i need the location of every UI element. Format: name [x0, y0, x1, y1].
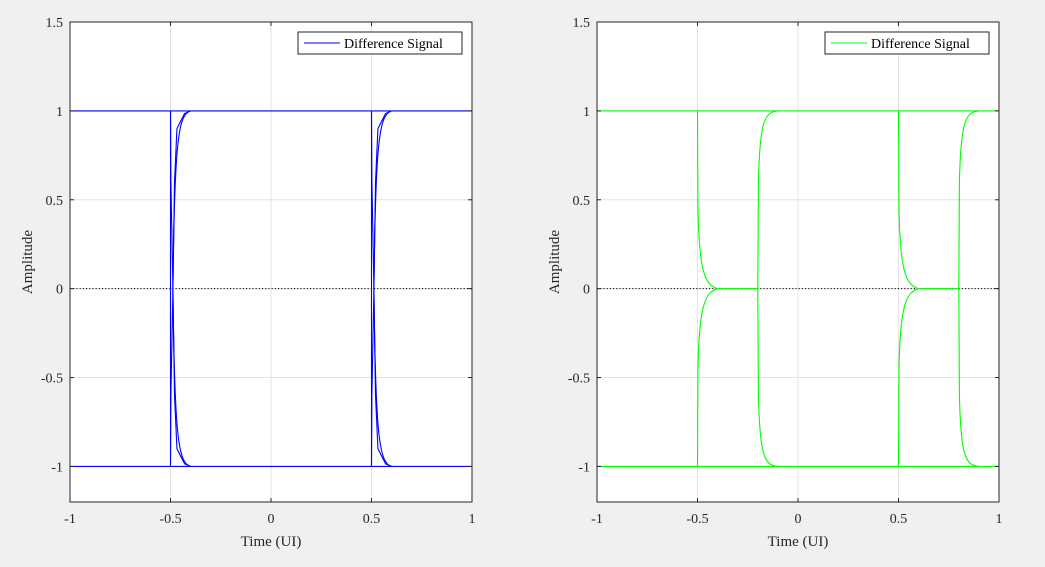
legend-box: [297, 31, 463, 55]
x-axis-label: Time (UI): [768, 534, 829, 550]
y-tick-label: 0.5: [46, 194, 64, 209]
x-tick-label: -0.5: [686, 512, 708, 527]
y-tick-label: 0.5: [573, 194, 591, 209]
transition-curve: [370, 110, 392, 467]
y-axis-label: Amplitude: [547, 230, 563, 295]
transition-curve-out: [958, 110, 979, 289]
legend-label: Difference Signal: [344, 37, 443, 52]
transition-curve-out: [757, 110, 778, 289]
transition-curve-in: [897, 110, 919, 290]
transition-curve: [169, 110, 191, 467]
y-tick-label: -1: [51, 460, 63, 475]
y-tick-label: -1: [578, 460, 590, 475]
transition-curve: [370, 110, 392, 467]
legend-box: [824, 31, 990, 55]
chart-left: -1 -0.5 0 0.5 1 -1 -0.5 0 0.5 1 1.5 Time (UI) Amplit…: [20, 16, 476, 550]
y-tick-label: 1: [583, 105, 590, 120]
x-tick-label: 0.5: [363, 512, 381, 527]
y-tick-label: 1.5: [573, 16, 591, 31]
x-tick-label: -0.5: [159, 512, 181, 527]
transition-curve-in: [696, 288, 718, 467]
transition-curve-out: [757, 288, 778, 467]
x-tick-label: 1: [996, 512, 1003, 527]
x-tick-label: 0: [795, 512, 802, 527]
transition-curve-smooth: [172, 110, 191, 289]
y-tick-label: 1.5: [46, 16, 64, 31]
y-tick-label: 0: [583, 283, 590, 298]
y-tick-label: -0.5: [41, 372, 63, 387]
series-0: [597, 110, 999, 467]
transition-curve-smooth: [373, 288, 392, 467]
x-tick-label: -1: [591, 512, 603, 527]
series-0: [70, 110, 472, 467]
legend-label: Difference Signal: [871, 37, 970, 52]
x-tick-label: 0.5: [890, 512, 908, 527]
y-tick-label: -0.5: [568, 372, 590, 387]
y-tick-label: 1: [56, 105, 63, 120]
y-axis-label: Amplitude: [20, 230, 36, 295]
chart-right: -1 -0.5 0 0.5 1 -1 -0.5 0 0.5 1 1.5 Time (UI) Amplit…: [547, 16, 1003, 550]
x-tick-label: 0: [268, 512, 275, 527]
transition-curve-smooth: [172, 288, 191, 467]
transition-curve: [169, 110, 191, 467]
transition-curve-smooth: [373, 110, 392, 289]
transition-curve-in: [897, 288, 919, 467]
y-tick-label: 0: [56, 283, 63, 298]
x-tick-label: -1: [64, 512, 76, 527]
transition-curve-in: [696, 110, 718, 290]
transition-curve-out: [958, 288, 979, 467]
x-tick-label: 1: [469, 512, 476, 527]
x-axis-label: Time (UI): [241, 534, 302, 550]
